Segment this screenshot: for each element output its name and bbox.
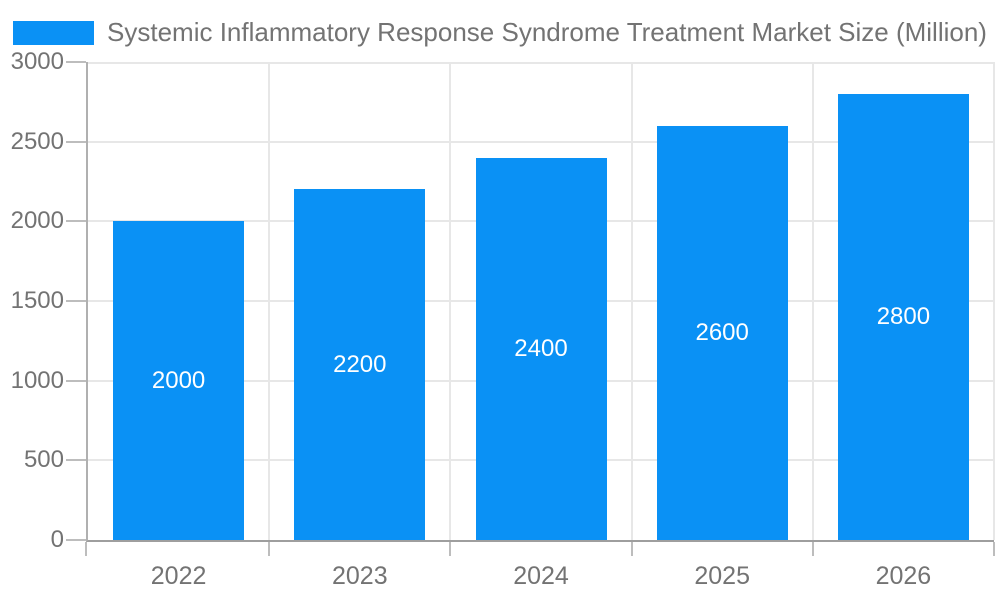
bar-value-label: 2200 <box>333 350 387 378</box>
legend[interactable]: Systemic Inflammatory Response Syndrome … <box>0 17 1000 48</box>
bar-value-label: 2000 <box>151 366 206 394</box>
y-axis-tick <box>66 379 86 382</box>
x-axis-label: 2023 <box>331 562 388 590</box>
y-axis-tick <box>66 220 86 223</box>
bar[interactable]: 2200 <box>294 189 426 540</box>
bar[interactable]: 2000 <box>113 221 245 540</box>
x-axis-label: 2026 <box>875 562 932 590</box>
x-axis-tick <box>811 542 814 556</box>
y-axis-label: 3000 <box>10 48 64 75</box>
y-axis-label: 1500 <box>10 287 64 314</box>
y-axis-label: 2000 <box>10 207 64 235</box>
y-axis-tick <box>66 61 86 63</box>
x-gridline <box>449 62 452 540</box>
bar[interactable]: 2600 <box>656 125 788 540</box>
x-axis-tick <box>85 542 87 556</box>
x-gridline <box>630 62 633 540</box>
x-axis-label: 2022 <box>150 562 207 590</box>
bar-value-label: 2800 <box>876 302 931 330</box>
plot-area: 2000 2200 2400 2600 2800 <box>86 62 995 542</box>
y-axis-tick <box>66 459 86 462</box>
y-axis-label: 2500 <box>10 127 64 155</box>
y-axis-label: 0 <box>50 526 64 553</box>
y-axis-label: 1000 <box>10 366 64 394</box>
x-axis-label: 2024 <box>513 562 569 590</box>
x-axis-tick <box>993 542 995 556</box>
legend-swatch <box>13 20 95 45</box>
y-axis-tick <box>66 300 86 302</box>
y-gridline <box>88 62 994 64</box>
bar-value-label: 2400 <box>514 334 568 362</box>
bar-value-label: 2600 <box>695 318 749 346</box>
y-axis-tick <box>66 539 86 541</box>
legend-label: Systemic Inflammatory Response Syndrome … <box>107 17 987 47</box>
x-gridline <box>811 62 814 540</box>
y-gridline <box>88 140 994 143</box>
x-axis-tick <box>630 542 633 556</box>
x-axis-tick <box>449 542 452 556</box>
x-gridline <box>268 62 271 540</box>
x-axis-label: 2025 <box>694 562 750 590</box>
y-axis-label: 500 <box>23 446 64 474</box>
bar[interactable]: 2800 <box>837 93 969 540</box>
x-gridline <box>993 62 995 540</box>
bar[interactable]: 2400 <box>475 157 607 540</box>
y-axis-tick <box>66 140 86 143</box>
x-axis-tick <box>268 542 271 556</box>
